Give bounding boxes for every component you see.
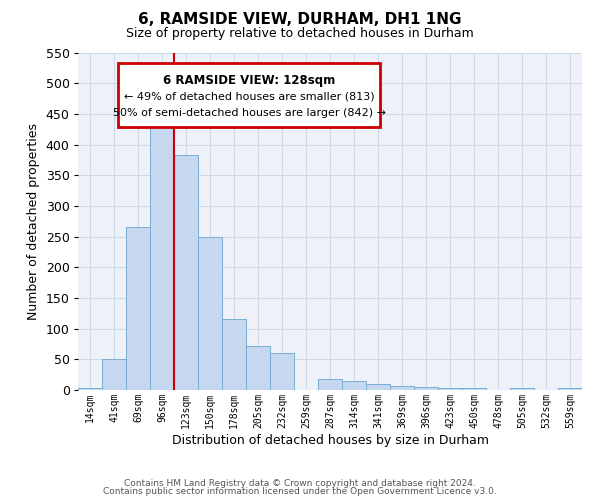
- Bar: [438, 388, 462, 390]
- Bar: [342, 381, 366, 390]
- Bar: [222, 320, 246, 390]
- Text: 6, RAMSIDE VIEW, DURHAM, DH1 1NG: 6, RAMSIDE VIEW, DURHAM, DH1 1NG: [138, 12, 462, 28]
- X-axis label: Distribution of detached houses by size in Durham: Distribution of detached houses by size …: [172, 434, 488, 446]
- Y-axis label: Number of detached properties: Number of detached properties: [27, 122, 40, 320]
- FancyBboxPatch shape: [118, 62, 380, 126]
- Bar: [558, 388, 582, 390]
- Text: Size of property relative to detached houses in Durham: Size of property relative to detached ho…: [126, 28, 474, 40]
- Text: ← 49% of detached houses are smaller (813): ← 49% of detached houses are smaller (81…: [124, 92, 374, 102]
- Bar: [318, 379, 342, 390]
- Text: Contains HM Land Registry data © Crown copyright and database right 2024.: Contains HM Land Registry data © Crown c…: [124, 478, 476, 488]
- Bar: [102, 360, 126, 390]
- Bar: [78, 388, 102, 390]
- Bar: [246, 346, 270, 390]
- Text: Contains public sector information licensed under the Open Government Licence v3: Contains public sector information licen…: [103, 487, 497, 496]
- Text: 6 RAMSIDE VIEW: 128sqm: 6 RAMSIDE VIEW: 128sqm: [163, 74, 335, 88]
- Bar: [414, 387, 438, 390]
- Bar: [462, 388, 486, 390]
- Bar: [150, 126, 174, 390]
- Bar: [390, 386, 414, 390]
- Text: 50% of semi-detached houses are larger (842) →: 50% of semi-detached houses are larger (…: [113, 108, 386, 118]
- Bar: [366, 384, 390, 390]
- Bar: [510, 388, 534, 390]
- Bar: [270, 353, 294, 390]
- Bar: [198, 236, 222, 390]
- Bar: [174, 155, 198, 390]
- Bar: [126, 228, 150, 390]
